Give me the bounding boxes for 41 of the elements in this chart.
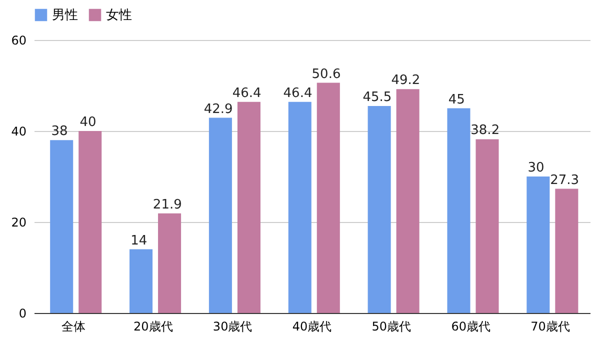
bar [130, 249, 153, 313]
bar [288, 102, 312, 313]
bar [555, 188, 578, 313]
data-label: 46.4 [283, 86, 312, 101]
data-label: 38.2 [470, 123, 500, 138]
data-label: 50.6 [312, 66, 341, 82]
data-label: 30 [528, 160, 544, 176]
x-tick-label: 60歳代 [451, 320, 490, 334]
bar [316, 82, 340, 313]
y-tick-label: 40 [11, 124, 26, 138]
data-label: 40 [80, 115, 96, 130]
legend-label: 女性 [106, 8, 132, 23]
x-tick-label: 全体 [62, 320, 86, 334]
data-label: 45.5 [362, 90, 392, 105]
legend-label: 男性 [52, 8, 78, 23]
x-tick-label: 40歳代 [292, 320, 332, 334]
bar [237, 102, 260, 313]
bar [476, 139, 499, 313]
x-tick-label: 20歳代 [134, 320, 173, 334]
x-tick-label: 50歳代 [372, 320, 412, 334]
bar [368, 106, 391, 313]
data-label: 46.4 [232, 86, 262, 101]
bar [158, 213, 182, 313]
y-tick-label: 20 [11, 216, 26, 230]
bar [526, 176, 550, 313]
data-label: 42.9 [204, 102, 233, 117]
data-label: 45 [448, 92, 465, 108]
data-label: 49.2 [391, 73, 420, 88]
x-tick-label: 30歳代 [212, 320, 252, 334]
bar [208, 118, 232, 313]
y-tick-label: 60 [11, 34, 26, 48]
x-tick-label: 70歳代 [530, 320, 570, 334]
bar [447, 108, 470, 313]
bar [396, 89, 420, 313]
bar [50, 140, 74, 313]
y-tick-label: 0 [18, 306, 26, 320]
bar [78, 131, 102, 313]
data-label: 14 [130, 233, 148, 248]
data-label: 27.3 [550, 172, 580, 188]
data-label: 38 [51, 124, 68, 140]
data-label: 21.9 [152, 197, 182, 212]
